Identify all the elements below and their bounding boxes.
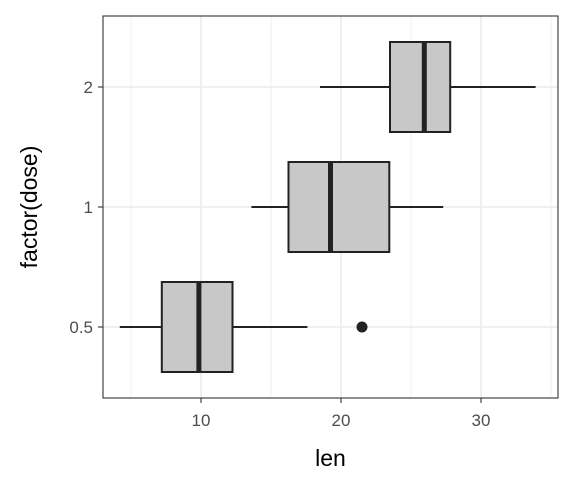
x-axis-title: len bbox=[315, 445, 346, 471]
y-tick-label: 2 bbox=[84, 78, 93, 97]
y-axis-title: factor(dose) bbox=[16, 146, 42, 269]
x-tick-label: 10 bbox=[192, 411, 211, 430]
box-group bbox=[251, 161, 444, 253]
boxes-layer bbox=[119, 41, 536, 373]
box-group bbox=[320, 41, 536, 133]
y-tick-label: 0.5 bbox=[69, 318, 93, 337]
box-iqr bbox=[389, 41, 452, 133]
x-tick-label: 20 bbox=[332, 411, 351, 430]
y-tick-label: 1 bbox=[84, 198, 93, 217]
x-tick-label: 30 bbox=[472, 411, 491, 430]
box-group bbox=[119, 281, 368, 373]
axes-layer: 10 20 30 0.5 1 2 bbox=[69, 78, 490, 430]
box-iqr bbox=[287, 161, 391, 253]
outlier-point bbox=[356, 321, 368, 333]
